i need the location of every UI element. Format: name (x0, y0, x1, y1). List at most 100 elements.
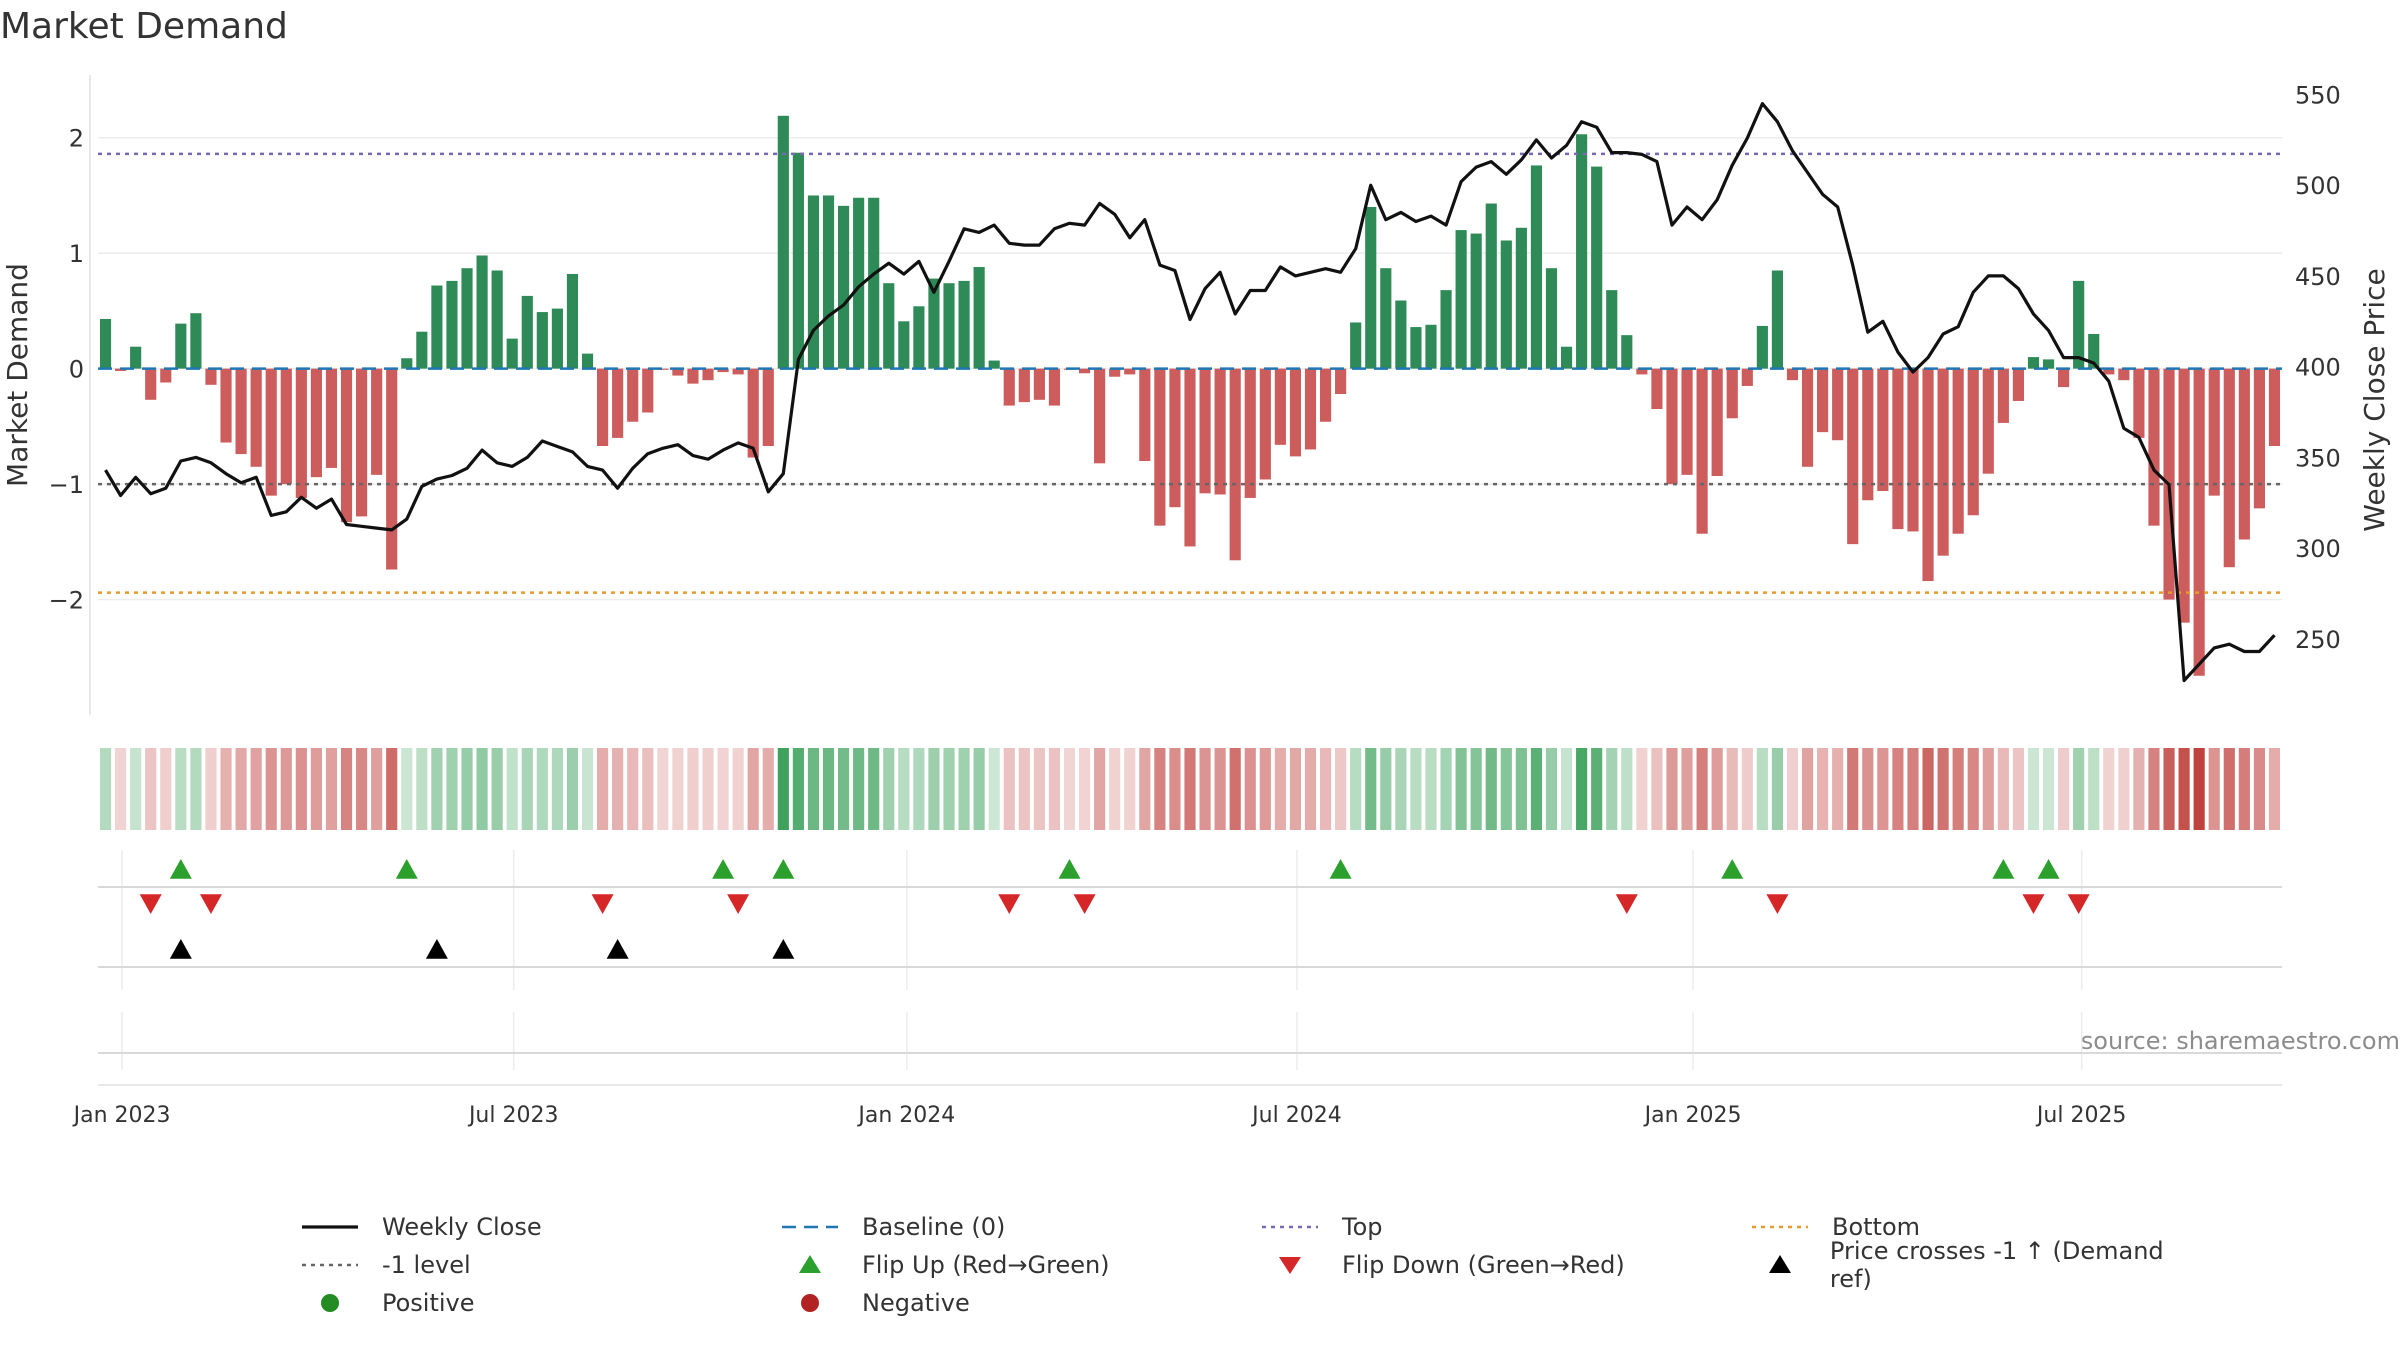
heat-tile (1877, 748, 1889, 830)
heat-tile (1109, 748, 1121, 830)
y-tick-left: 2 (69, 125, 84, 153)
demand-bar (988, 360, 1000, 369)
heat-tile (1350, 748, 1362, 830)
demand-bar (1681, 368, 1693, 475)
demand-bar (175, 323, 187, 369)
heat-tile (551, 748, 563, 830)
price-cross-marker (169, 939, 192, 959)
legend-item-baseline: Baseline (0) (780, 1208, 1005, 1246)
legend-triangle-up (799, 1255, 821, 1273)
heat-tile (2042, 748, 2055, 830)
demand-bar (1666, 368, 1678, 485)
heat-tile (401, 748, 413, 830)
y-tick-right: 350 (2295, 444, 2341, 472)
reference-levels (98, 152, 2282, 594)
demand-bar (1169, 368, 1181, 508)
demand-bar (1380, 268, 1392, 369)
heat-tile (2238, 748, 2250, 830)
flip-down-marker (727, 894, 750, 914)
flip-down-marker (2067, 894, 2090, 914)
y-tick-left: 1 (69, 240, 84, 268)
demand-bar (551, 308, 563, 369)
heat-tile (506, 748, 518, 830)
demand-bar (717, 368, 729, 373)
demand-bar (1124, 368, 1136, 375)
heat-tile (988, 748, 1000, 830)
heat-tile (1455, 748, 1467, 830)
demand-bar (190, 313, 202, 369)
demand-bar (837, 205, 850, 369)
heat-tile (2163, 748, 2175, 830)
heat-tile (2073, 748, 2085, 830)
heat-tile (416, 748, 428, 830)
heat-tile (958, 748, 970, 830)
heat-tile (1606, 748, 1618, 830)
heat-tile (1229, 748, 1241, 830)
legend-swatch (799, 1255, 821, 1273)
demand-bar (792, 152, 804, 369)
demand-bar (1726, 368, 1738, 419)
heat-tile (687, 748, 699, 830)
heat-tile (1274, 748, 1286, 830)
demand-bar (1003, 368, 1015, 406)
demand-bar (1560, 346, 1573, 369)
demand-bar (868, 197, 880, 369)
heat-tile (597, 748, 609, 830)
heat-tile (973, 748, 985, 830)
demand-bar (777, 115, 789, 369)
heat-tile (822, 748, 835, 830)
heat-tile (1756, 748, 1768, 830)
y-axis-right-label: Weekly Close Price (2358, 268, 2391, 531)
price-cross-marker (425, 939, 448, 959)
demand-bar (1154, 368, 1166, 526)
legend-label: Flip Down (Green→Red) (1342, 1251, 1625, 1279)
demand-bar (310, 368, 322, 478)
heat-tile (762, 748, 774, 830)
legend-item-flip-down: Flip Down (Green→Red) (1260, 1246, 1625, 1284)
demand-bar (356, 368, 368, 517)
demand-bar (1395, 300, 1407, 369)
y-axis-left-label: Market Demand (1, 263, 34, 487)
heat-tile (1651, 748, 1663, 830)
chart-title: Market Demand (0, 6, 288, 47)
demand-bar (642, 368, 654, 413)
flip-up-marker (1992, 859, 2015, 879)
heat-tile (1907, 748, 1919, 830)
heat-tile (310, 748, 322, 830)
heat-tile (1741, 748, 1753, 830)
demand-bar (913, 306, 925, 369)
heat-tile (1681, 748, 1693, 830)
demand-bar (597, 368, 609, 446)
flip-down-marker (139, 894, 162, 914)
heat-tile (807, 748, 820, 830)
demand-bar (973, 267, 985, 369)
demand-bar (958, 280, 970, 369)
legend-swatch (302, 1263, 358, 1267)
demand-bar (506, 338, 518, 369)
demand-bars (99, 115, 2281, 676)
heat-tile (461, 748, 473, 830)
y-tick-right: 400 (2295, 354, 2341, 382)
heat-tile (491, 748, 503, 830)
demand-bar (1184, 368, 1196, 547)
heat-tile (386, 748, 398, 830)
demand-bar (2012, 368, 2024, 401)
demand-bar (943, 283, 955, 369)
heat-tile (2027, 748, 2040, 830)
heat-tile (717, 748, 729, 830)
flip-down-marker (1766, 894, 1789, 914)
demand-bar (1109, 368, 1121, 377)
demand-bar (2058, 368, 2070, 388)
heat-tile (145, 748, 157, 830)
heat-tile (325, 748, 338, 830)
heat-tile (521, 748, 533, 830)
heat-tile (1018, 748, 1030, 830)
demand-bar (295, 368, 307, 498)
heat-tile (1997, 748, 2009, 830)
demand-bar (1229, 368, 1241, 561)
heat-tile (732, 748, 744, 830)
demand-bar (1350, 322, 1362, 369)
heat-tile (657, 748, 669, 830)
legend-item-top: Top (1260, 1208, 1383, 1246)
legend-label: Negative (862, 1289, 970, 1317)
